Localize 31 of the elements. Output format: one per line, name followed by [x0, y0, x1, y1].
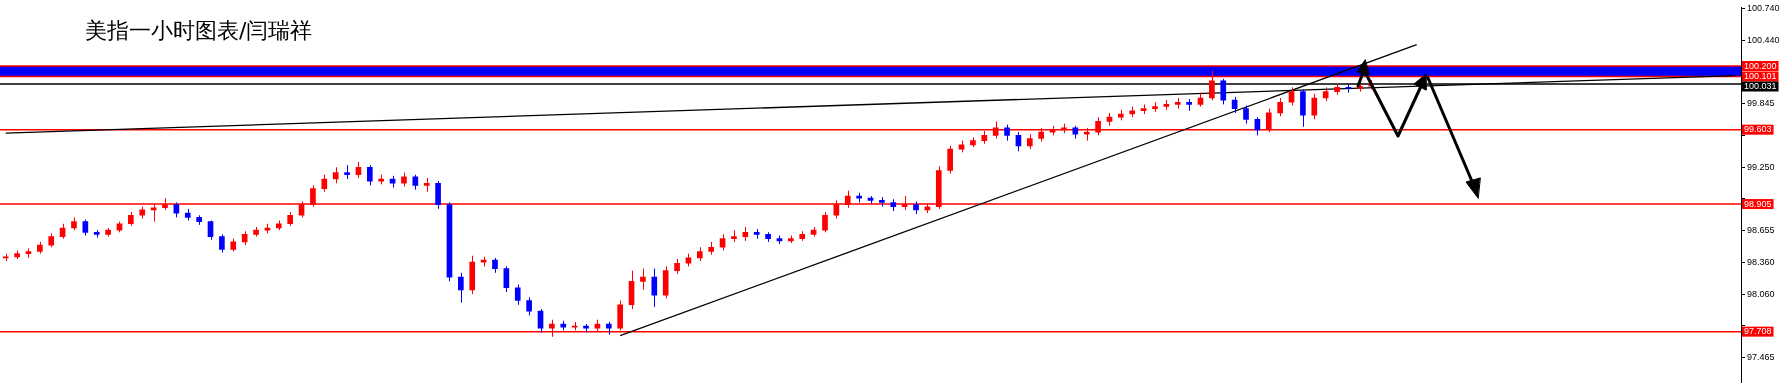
candlestick: [1288, 86, 1295, 106]
ref-line-label: 100.101: [1744, 71, 1777, 82]
text: 美指一小时图表/闫瑞祥: [85, 17, 313, 45]
y-tick-label: 100.740: [1747, 2, 1780, 13]
ref-line-label: 99.603: [1744, 124, 1772, 135]
candlestick: [1220, 78, 1227, 105]
candlestick: [1277, 97, 1283, 117]
candlestick: [822, 211, 828, 233]
candlestick: [458, 272, 464, 304]
ref-line-label: 98.905: [1744, 198, 1772, 209]
candlestick: [947, 145, 953, 175]
ref-line-label: 97.708: [1744, 326, 1772, 337]
candlestick: [1311, 93, 1318, 120]
candlestick: [537, 308, 544, 333]
y-tick-label: 98.060: [1747, 288, 1775, 299]
y-tick-label: 100.440: [1747, 34, 1780, 45]
y-tick-label: 98.360: [1747, 256, 1775, 267]
candlestick: [640, 268, 646, 291]
ref-line-label: 100.031: [1744, 81, 1777, 92]
candlestick: [514, 284, 521, 306]
ref-line-label: 100.200: [1744, 60, 1777, 71]
candlestick: [366, 164, 373, 186]
candlestick: [219, 233, 225, 254]
y-tick-label: 98.655: [1747, 225, 1775, 236]
y-tick-label: 99.845: [1747, 98, 1775, 109]
y-tick-label: 97.465: [1747, 352, 1775, 363]
y-tick-label: 99.250: [1747, 161, 1775, 172]
candlestick: [651, 268, 658, 308]
candlestick: [526, 296, 532, 316]
candlestick: [435, 180, 441, 210]
candlestick: [1243, 104, 1249, 125]
